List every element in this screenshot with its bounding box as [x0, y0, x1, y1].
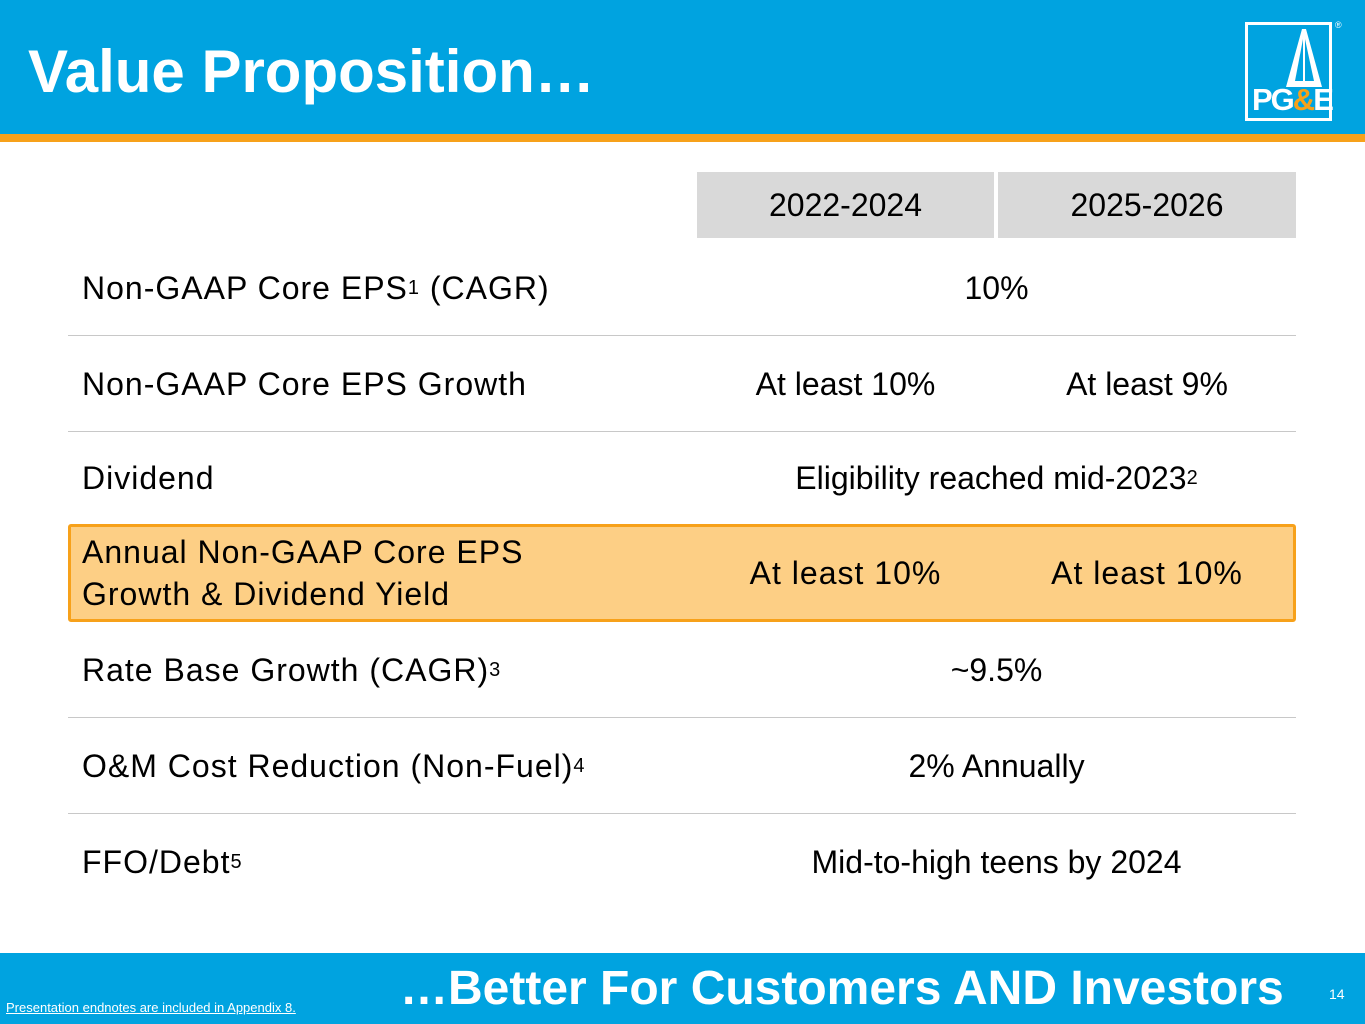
row-value: 10%: [964, 269, 1029, 306]
row-value-2025-2026: At least 10%: [1051, 554, 1243, 591]
row-label: O&M Cost Reduction (Non-Fuel) 4: [82, 748, 586, 784]
row-value: Mid-to-high teens by 2024: [811, 843, 1182, 880]
table-row-rate-base-growth: Rate Base Growth (CAGR) 3 ~9.5%: [68, 622, 1296, 718]
row-label: Rate Base Growth (CAGR) 3: [82, 652, 502, 688]
row-divider: [68, 335, 1296, 336]
column-header-2022-2024: 2022-2024: [697, 172, 994, 238]
logo-wordmark: PG&E: [1252, 82, 1334, 117]
row-label: Annual Non-GAAP Core EPS Growth & Divide…: [82, 534, 524, 612]
row-value: Eligibility reached mid-2023 2: [795, 459, 1198, 496]
footer-bar: [0, 953, 1365, 1024]
table-row-dividend: Dividend Eligibility reached mid-2023 2: [68, 432, 1296, 524]
table-row-om-cost-reduction: O&M Cost Reduction (Non-Fuel) 4 2% Annual…: [68, 718, 1296, 814]
endnote-link[interactable]: Presentation endnotes are included in Ap…: [6, 1000, 296, 1015]
table-row-ffo-debt: FFO/Debt 5 Mid-to-high teens by 2024: [68, 814, 1296, 910]
pge-logo: PG&E: [1245, 22, 1334, 121]
row-divider: [68, 813, 1296, 814]
column-header-2025-2026: 2025-2026: [998, 172, 1296, 238]
header-bar: [0, 0, 1365, 134]
page-title: Value Proposition…: [28, 38, 595, 105]
table-row-core-eps-cagr: Non-GAAP Core EPS 1 (CAGR) 10%: [68, 240, 1296, 336]
table-row-highlighted-growth-yield: Annual Non-GAAP Core EPS Growth & Divide…: [68, 524, 1296, 622]
page-number: 14: [1329, 986, 1345, 1002]
header-accent-line: [0, 134, 1365, 142]
row-value: 2% Annually: [908, 747, 1085, 784]
table-row-core-eps-growth: Non-GAAP Core EPS Growth At least 10% At…: [68, 336, 1296, 432]
footer-tagline: …Better For Customers AND Investors: [400, 962, 1284, 1015]
row-value: ~9.5%: [950, 651, 1043, 688]
row-label: Non-GAAP Core EPS Growth: [82, 366, 527, 402]
row-label: FFO/Debt 5: [82, 844, 243, 880]
row-label: Dividend: [82, 460, 215, 496]
registered-mark: ®: [1335, 20, 1342, 30]
row-value-2025-2026: At least 9%: [1066, 365, 1228, 402]
row-value-2022-2024: At least 10%: [749, 554, 942, 591]
row-divider: [68, 717, 1296, 718]
row-label: Non-GAAP Core EPS 1 (CAGR): [82, 270, 550, 306]
row-divider: [68, 431, 1296, 432]
row-value-2022-2024: At least 10%: [755, 365, 936, 402]
logo-tower-icon: [1286, 29, 1322, 87]
